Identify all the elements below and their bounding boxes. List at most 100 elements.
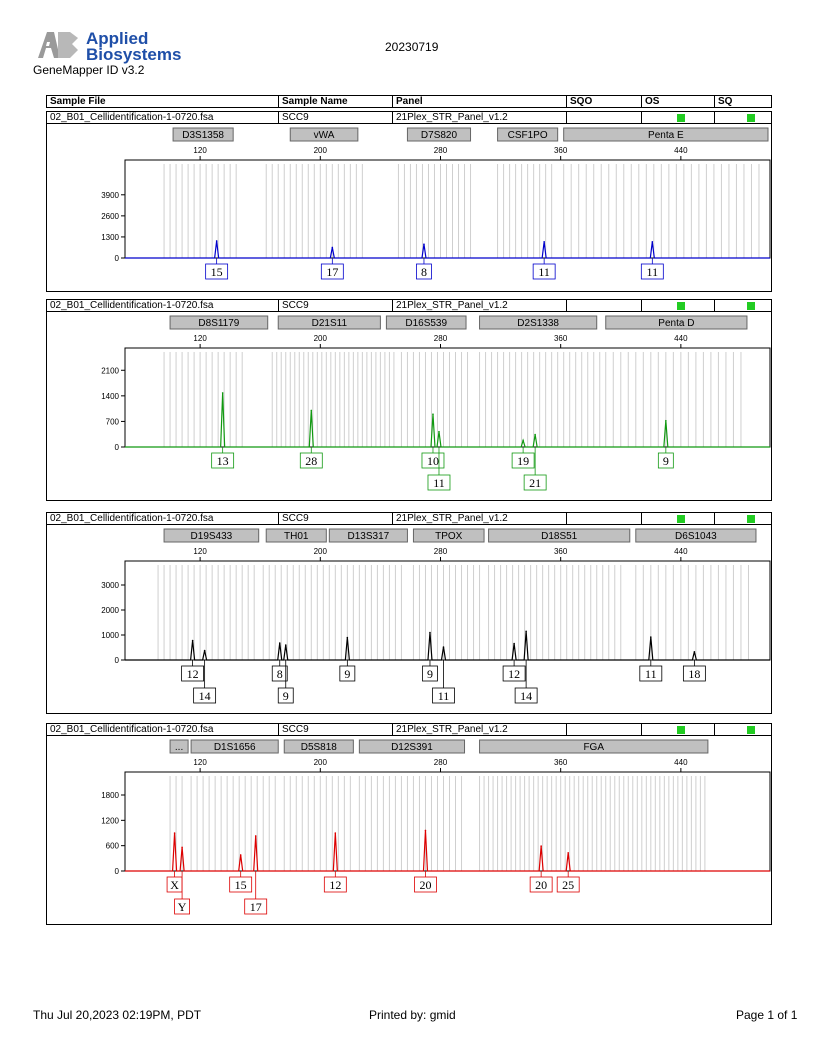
x-tick-label: 440 [674, 758, 688, 767]
marker-penta-d [605, 315, 748, 330]
allele-call-label: 12 [187, 667, 199, 681]
y-tick-label: 0 [115, 656, 120, 665]
allele-bins [157, 565, 749, 660]
sample-info-row: 02_B01_Cellidentification-1-0720.fsa SCC9… [47, 112, 771, 124]
x-tick-label: 200 [314, 547, 328, 556]
allele-bins [163, 164, 760, 258]
marker-label: D18S51 [541, 531, 578, 542]
marker-d7s820 [406, 127, 472, 142]
allele-call-label: 9 [663, 454, 669, 468]
marker-label: D19S433 [191, 531, 233, 542]
sample-info-row: 02_B01_Cellidentification-1-0720.fsa SCC9… [47, 300, 771, 312]
panel-name-cell: 21Plex_STR_Panel_v1.2 [392, 112, 566, 123]
allele-call-label: 25 [562, 878, 574, 892]
brand-line2: Biosystems [86, 45, 181, 64]
allele-call-box [181, 665, 205, 682]
column-header-sq: SQ [714, 96, 772, 107]
peak-point [424, 829, 427, 832]
allele-call-box [229, 876, 253, 893]
allele-call-box [244, 898, 268, 915]
footer-printed-date: Thu Jul 20,2023 02:19PM, PDT [33, 1008, 202, 1022]
allele-call-label: 14 [199, 689, 211, 703]
os-cell [641, 513, 715, 524]
os-cell [641, 112, 715, 123]
marker-label: D6S1043 [675, 531, 717, 542]
marker-- [169, 739, 189, 754]
allele-call-box [640, 263, 664, 280]
allele-call-box [323, 876, 347, 893]
allele-call-label: 11 [538, 265, 550, 279]
allele-call-label: 17 [326, 265, 338, 279]
sqo-cell [566, 112, 642, 123]
x-tick-label: 360 [554, 758, 568, 767]
marker-d3s1358 [172, 127, 234, 142]
panel-name-cell: 21Plex_STR_Panel_v1.2 [392, 300, 566, 311]
peak-point [534, 433, 536, 436]
allele-call-label: X [170, 878, 179, 892]
allele-call-box [422, 665, 438, 682]
marker-label: D1S1656 [214, 742, 256, 753]
allele-call-box [511, 452, 535, 469]
x-tick-label: 440 [674, 334, 688, 343]
peak-point [513, 642, 515, 645]
os-cell [641, 724, 715, 735]
marker-d1s1656 [190, 739, 279, 754]
x-tick-label: 280 [434, 146, 448, 155]
peak-point [278, 642, 281, 644]
allele-call-label: 19 [517, 454, 529, 468]
peak-point [438, 430, 440, 433]
marker-label: TH01 [284, 531, 309, 542]
sample-name-cell: SCC9 [278, 513, 394, 524]
marker-label: D3S1358 [182, 130, 224, 141]
allele-call-box [523, 474, 547, 491]
allele-call-box [193, 687, 217, 704]
y-tick-label: 3900 [101, 191, 119, 200]
column-header-sample-file: Sample File [50, 96, 106, 107]
allele-call-label: 9 [344, 667, 350, 681]
sample-name-cell: SCC9 [278, 112, 394, 123]
marker-vwa [289, 127, 359, 142]
column-header-sample-name: Sample Name [278, 96, 394, 107]
plot-frame [124, 159, 771, 259]
allele-call-label: 14 [520, 689, 532, 703]
sample-panel-green: 02_B01_Cellidentification-1-0720.fsa SCC9… [46, 299, 772, 501]
marker-label: CSF1PO [508, 130, 548, 141]
y-tick-label: 0 [115, 867, 120, 876]
x-tick-label: 360 [554, 334, 568, 343]
marker-d5s818 [283, 739, 354, 754]
marker-csf1po [497, 127, 559, 142]
peak-point [665, 419, 667, 422]
peak-point [284, 644, 287, 646]
peak-point [543, 240, 545, 243]
x-tick-label: 440 [674, 146, 688, 155]
marker-label: D16S539 [405, 318, 447, 329]
peak-point [429, 631, 431, 634]
peak-point [203, 649, 206, 652]
peak-point [525, 630, 527, 633]
marker-label: D13S317 [348, 531, 390, 542]
sqo-cell [566, 513, 642, 524]
marker-label: vWA [314, 130, 335, 141]
allele-call-label: 28 [305, 454, 317, 468]
allele-call-label: 13 [217, 454, 229, 468]
signal-trace [125, 240, 770, 259]
allele-call-box [532, 263, 556, 280]
os-quality-indicator [677, 726, 685, 734]
y-tick-label: 0 [115, 254, 120, 263]
sample-name-cell: SCC9 [278, 300, 394, 311]
allele-call-box [432, 687, 455, 704]
x-tick-label: 360 [554, 547, 568, 556]
allele-call-box [416, 263, 432, 280]
marker-d2s1338 [479, 315, 598, 330]
allele-call-box [657, 452, 674, 469]
sample-file-cell: 02_B01_Cellidentification-1-0720.fsa [50, 513, 214, 524]
x-tick-label: 120 [193, 547, 207, 556]
marker-label: TPOX [435, 531, 463, 542]
allele-call-box [299, 452, 323, 469]
allele-call-label: 12 [329, 878, 341, 892]
marker-label: D21S11 [312, 318, 348, 329]
peak-point [310, 409, 313, 412]
peak-point [540, 845, 542, 847]
marker-d21s11 [277, 315, 381, 330]
